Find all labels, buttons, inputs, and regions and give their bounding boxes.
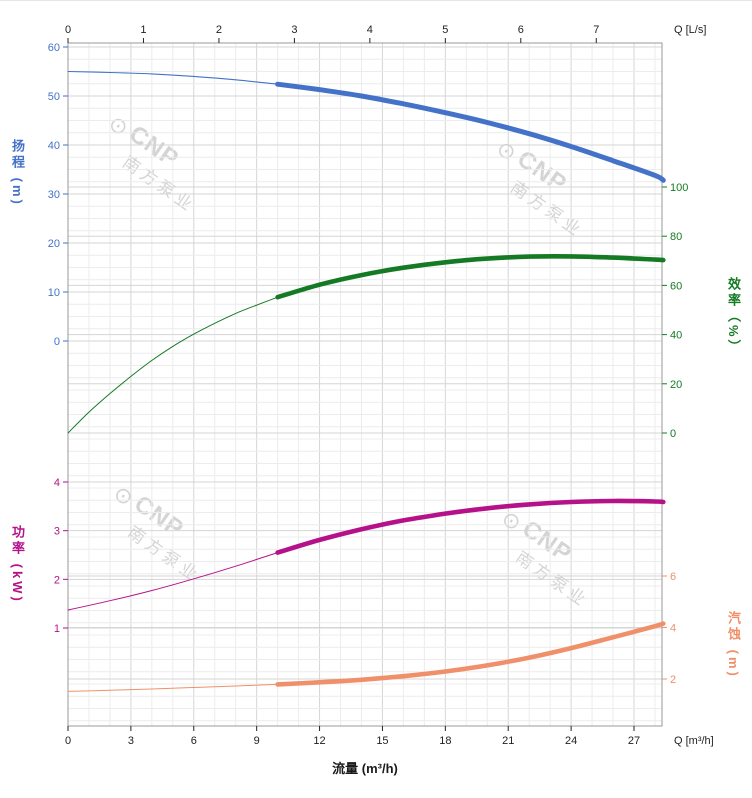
head-curve-thin [67, 70, 279, 85]
svg-text:21: 21 [502, 735, 514, 747]
svg-text:10: 10 [48, 287, 60, 299]
npsh-curve-thin [67, 683, 279, 692]
svg-text:4: 4 [367, 24, 373, 36]
svg-text:60: 60 [670, 280, 682, 292]
svg-text:80: 80 [670, 231, 682, 243]
svg-text:18: 18 [439, 735, 451, 747]
power-axis-title: 功率 (kW) [10, 525, 25, 604]
svg-text:15: 15 [376, 735, 388, 747]
svg-text:0: 0 [54, 336, 60, 348]
svg-text:0: 0 [670, 428, 676, 440]
svg-text:0: 0 [65, 735, 71, 747]
svg-text:60: 60 [48, 42, 60, 54]
svg-text:4: 4 [670, 623, 676, 635]
npsh-axis-title: 汽蚀 (m) [726, 611, 741, 679]
npsh-curve [275, 621, 666, 687]
svg-text:2: 2 [216, 24, 222, 36]
svg-text:1: 1 [140, 24, 146, 36]
svg-text:50: 50 [48, 91, 60, 103]
svg-text:20: 20 [48, 238, 60, 250]
efficiency-curve-thin [67, 296, 279, 434]
svg-text:0: 0 [65, 24, 71, 36]
svg-text:100: 100 [670, 182, 688, 194]
svg-text:12: 12 [313, 735, 325, 747]
power-curve-thin [67, 552, 279, 611]
efficiency-curve [275, 253, 666, 300]
svg-text:9: 9 [254, 735, 260, 747]
svg-text:6: 6 [518, 24, 524, 36]
head-axis-title: 扬程 (m) [10, 139, 25, 207]
svg-text:6: 6 [670, 571, 676, 583]
svg-text:2: 2 [670, 674, 676, 686]
svg-text:27: 27 [628, 735, 640, 747]
svg-text:6: 6 [191, 735, 197, 747]
svg-text:30: 30 [48, 189, 60, 201]
svg-text:2: 2 [54, 574, 60, 586]
svg-text:Q [L/s]: Q [L/s] [674, 24, 706, 36]
flow-axis-title: 流量 (m³/h) [332, 761, 398, 776]
svg-text:7: 7 [593, 24, 599, 36]
power-curve [275, 498, 666, 555]
head-curve [275, 81, 666, 183]
svg-text:24: 24 [565, 735, 577, 747]
svg-text:40: 40 [670, 330, 682, 342]
svg-text:4: 4 [54, 477, 60, 489]
svg-text:20: 20 [670, 379, 682, 391]
svg-text:1: 1 [54, 623, 60, 635]
svg-text:40: 40 [48, 140, 60, 152]
svg-text:3: 3 [54, 526, 60, 538]
svg-text:5: 5 [442, 24, 448, 36]
efficiency-axis-title: 效率（%） [726, 277, 741, 356]
svg-text:Q [m³/h]: Q [m³/h] [674, 735, 714, 747]
svg-text:3: 3 [128, 735, 134, 747]
svg-text:3: 3 [291, 24, 297, 36]
